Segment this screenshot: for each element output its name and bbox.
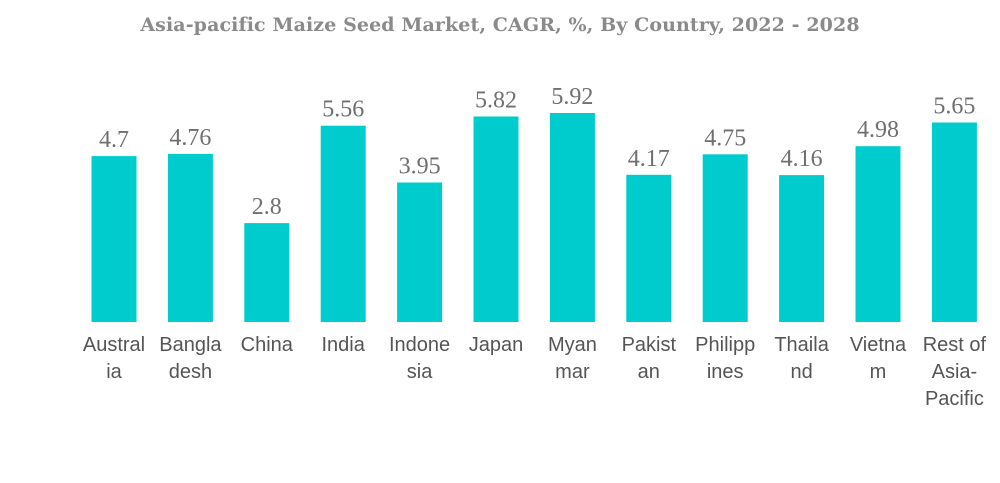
category-label: Pakist an	[622, 334, 677, 383]
category-label-line: Asia-	[932, 361, 978, 383]
category-label: Austral ia	[83, 334, 145, 383]
category-label: Vietna m	[850, 334, 907, 383]
data-label: 5.82	[475, 88, 517, 114]
category-label: Myan mar	[548, 334, 597, 383]
category-label: Rest of Asia- Pacific	[923, 334, 987, 410]
category-label-line: Bangla	[159, 334, 222, 356]
bar-myanmar	[549, 113, 595, 322]
bar-rest-of-asia-pacific	[931, 122, 977, 322]
category-label-line: ines	[707, 361, 744, 383]
data-label: 5.56	[322, 97, 364, 123]
data-label: 4.7	[99, 127, 129, 153]
category-label-line: m	[870, 361, 887, 383]
category-label-line: desh	[169, 361, 212, 383]
category-label: Bangla desh	[159, 334, 222, 383]
category-label-line: Rest of	[923, 334, 987, 356]
bar-bangladesh	[167, 154, 213, 322]
bar-pakistan	[626, 174, 672, 322]
category-label-line: an	[638, 361, 660, 383]
category-label-line: Myan	[548, 334, 597, 356]
category-label-line: Japan	[469, 334, 524, 356]
category-label-line: China	[241, 334, 294, 356]
category-label-line: Philipp	[695, 334, 755, 356]
data-label: 4.75	[704, 125, 746, 151]
category-label: India	[322, 334, 366, 356]
bar-india	[320, 125, 366, 322]
category-label-line: ia	[106, 361, 122, 383]
category-label-line: Pakist	[622, 334, 677, 356]
category-label-line: nd	[790, 361, 812, 383]
category-label: Indone sia	[389, 334, 450, 383]
data-label: 4.76	[169, 125, 211, 151]
bar-thailand	[779, 175, 825, 322]
data-label: 5.65	[933, 94, 975, 120]
bar-indonesia	[397, 182, 443, 322]
data-label: 4.98	[857, 117, 899, 143]
bar-china	[244, 223, 290, 322]
bar-vietnam	[855, 146, 901, 322]
category-label-line: Indone	[389, 334, 450, 356]
bar-japan	[473, 116, 519, 322]
data-label: 2.8	[252, 194, 282, 220]
data-label: 5.92	[551, 84, 593, 110]
category-label-line: Vietna	[850, 334, 907, 356]
chart-title: Asia-pacific Maize Seed Market, CAGR, %,…	[140, 14, 860, 36]
data-label: 4.17	[628, 146, 670, 172]
bar-philippines	[702, 154, 748, 322]
category-label-line: Pacific	[925, 388, 984, 410]
category-label-line: sia	[407, 361, 433, 383]
data-label: 3.95	[399, 154, 441, 180]
category-label-line: Thaila	[774, 334, 829, 356]
category-label-line: Austral	[83, 334, 145, 356]
category-label: China	[241, 334, 294, 356]
category-label: Japan	[469, 334, 524, 356]
category-label-line: mar	[555, 361, 590, 383]
data-label: 4.16	[781, 146, 823, 172]
category-label-line: India	[322, 334, 366, 356]
category-label: Thaila nd	[774, 334, 829, 383]
bar-australia	[91, 156, 137, 322]
category-label: Philipp ines	[695, 334, 755, 383]
